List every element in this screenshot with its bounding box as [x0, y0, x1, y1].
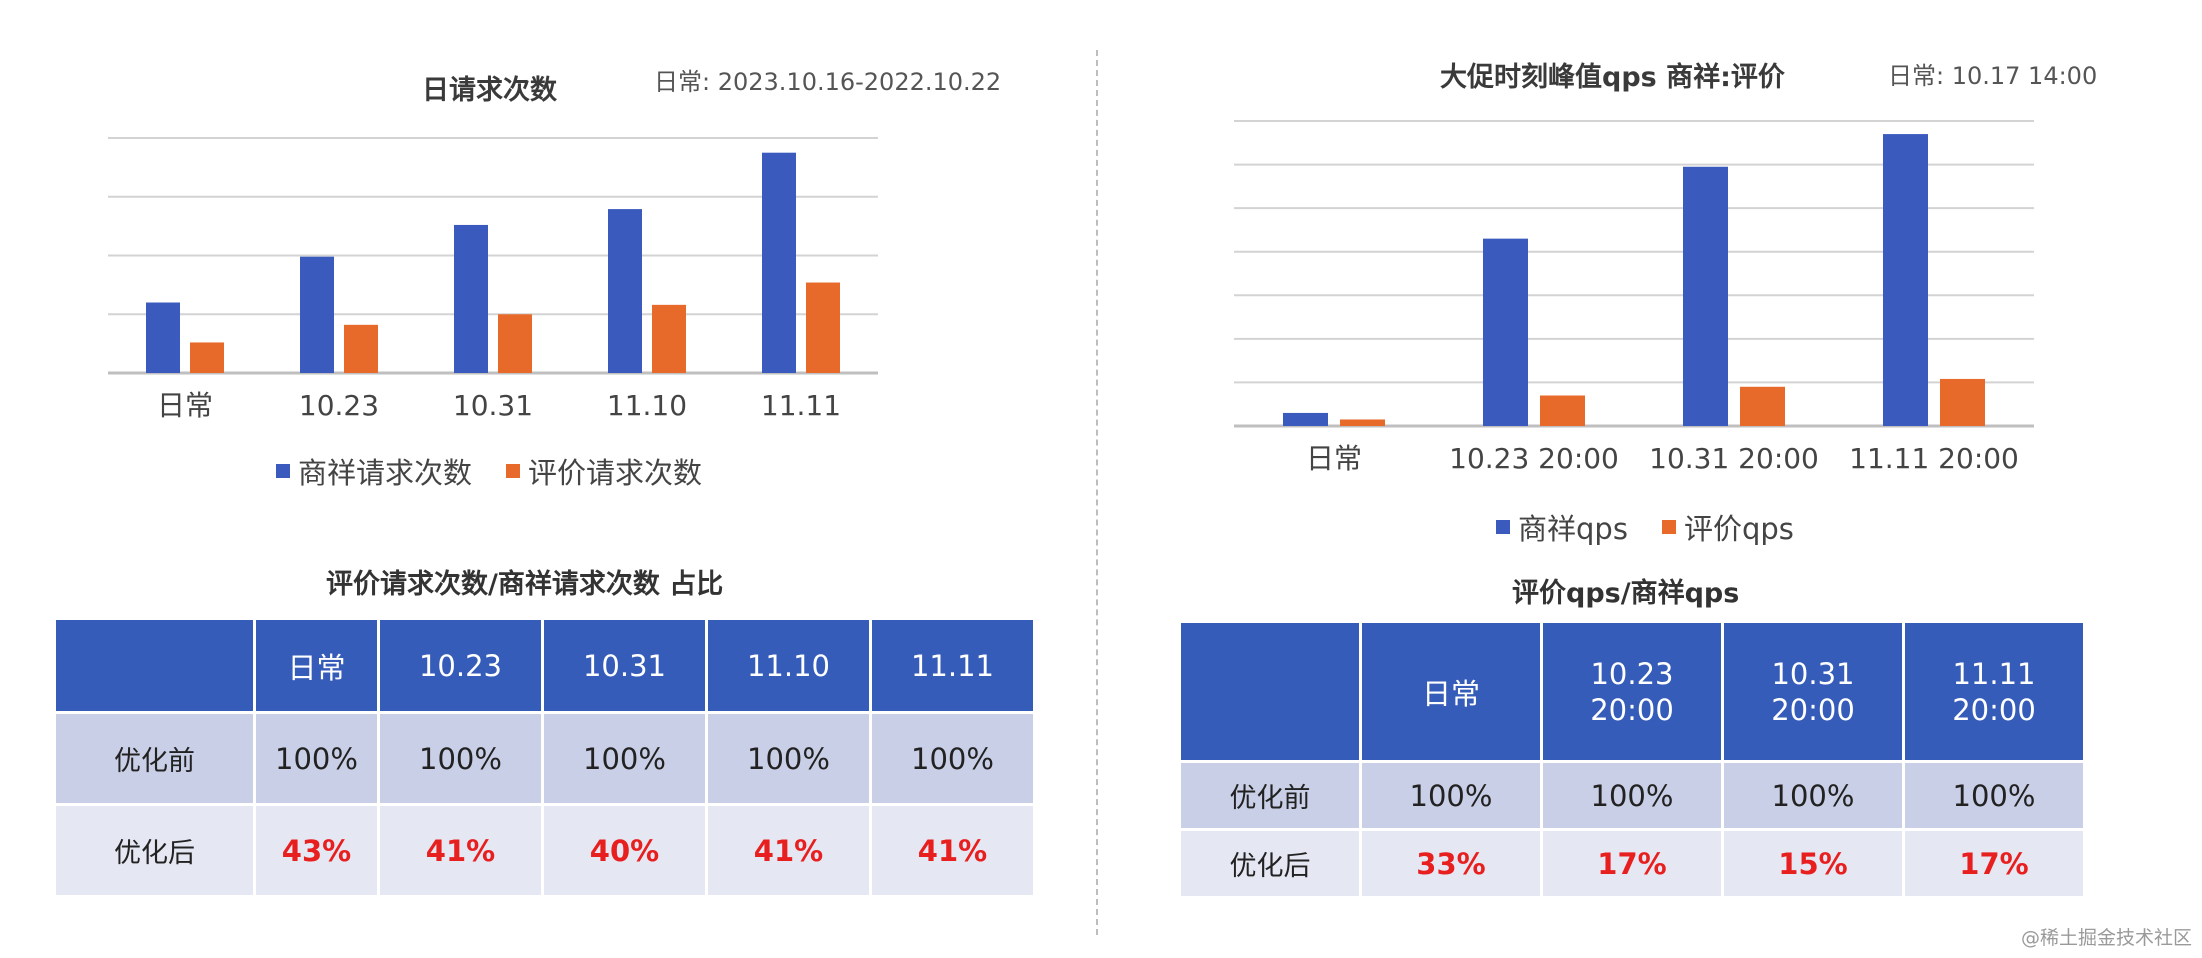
table-cell-highlight: 41% [869, 803, 1036, 898]
bar-series-2 [1540, 395, 1585, 426]
left-date-note: 日常: 2023.10.16-2022.10.22 [654, 68, 1002, 96]
x-tick-label: 11.11 [761, 389, 841, 422]
table-header-cell: 10.23 20:00 [1540, 620, 1724, 763]
table-cell: 100% [253, 711, 380, 806]
table-cell: 100% [1721, 760, 1905, 831]
table-cell-highlight: 15% [1721, 828, 1905, 899]
bar-series-2 [1740, 386, 1785, 426]
legend-item-merchant: 商祥请求次数 [276, 450, 472, 492]
bar-series-2 [1940, 378, 1985, 426]
right-bar-chart: 日常 10.23 20:00 10.31 20:00 11.11 20:00 [1234, 120, 2034, 475]
table-header-cell [1178, 620, 1362, 763]
x-tick-label: 10.23 [299, 389, 379, 422]
table-row: 优化前 100% 100% 100% 100% [1178, 760, 2086, 831]
legend-swatch-review-qps [1661, 520, 1676, 534]
table-header-cell: 10.23 [377, 617, 544, 714]
bar-series-2 [1340, 419, 1385, 426]
table-header-cell: 11.11 [869, 617, 1036, 714]
bar-series-2 [344, 324, 378, 373]
right-ratio-table: 日常 10.23 20:00 10.31 20:00 11.11 20:00 优… [1178, 620, 2086, 899]
bar-series-1 [1883, 134, 1928, 427]
table-cell-highlight: 40% [541, 803, 708, 898]
table-cell-highlight: 43% [253, 803, 380, 898]
table-header-cell: 11.11 20:00 [1902, 620, 2086, 763]
x-tick-label: 日常 [1306, 442, 1362, 475]
x-tick-label: 日常 [157, 389, 213, 422]
bar-series-2 [652, 304, 686, 373]
bar-series-1 [300, 256, 334, 373]
bar-series-1 [1683, 166, 1728, 426]
legend-label-merchant: 商祥请求次数 [298, 456, 473, 490]
left-bar-chart: 日常 10.23 10.31 11.10 11.11 [108, 137, 878, 422]
left-table-title: 评价请求次数/商祥请求次数 占比 [326, 569, 724, 600]
row-label: 优化后 [53, 803, 256, 898]
right-chart-title: 大促时刻峰值qps 商祥:评价 [1440, 62, 1785, 93]
table-header-cell: 10.31 [541, 617, 708, 714]
legend-swatch-review [506, 464, 521, 478]
table-row: 优化后 33% 17% 15% 17% [1178, 828, 2086, 899]
table-row: 优化前 100% 100% 100% 100% 100% [53, 711, 1036, 806]
bar-series-2 [498, 314, 532, 373]
bar-series-1 [1283, 412, 1328, 426]
table-cell-highlight: 17% [1540, 828, 1724, 899]
table-cell: 100% [541, 711, 708, 806]
table-cell: 100% [1902, 760, 2086, 831]
bar-series-1 [608, 209, 642, 373]
table-cell: 100% [377, 711, 544, 806]
legend-item-review: 评价请求次数 [506, 450, 702, 492]
watermark: @稀土掘金技术社区 [2020, 927, 2192, 949]
x-tick-label: 10.31 20:00 [1649, 442, 1819, 475]
x-tick-label: 11.11 20:00 [1849, 442, 2019, 475]
table-cell-highlight: 33% [1359, 828, 1543, 899]
legend-label-review: 评价请求次数 [528, 456, 703, 490]
table-cell: 100% [705, 711, 872, 806]
bar-series-1 [762, 152, 796, 373]
right-legend: 商祥qps 评价qps [1496, 506, 1794, 548]
bar-series-2 [190, 342, 224, 373]
row-label: 优化后 [1178, 828, 1362, 899]
x-tick-label: 10.31 [453, 389, 533, 422]
right-table-title: 评价qps/商祥qps [1512, 578, 1740, 609]
right-date-note: 日常: 10.17 14:00 [1888, 62, 2098, 90]
table-cell-highlight: 17% [1902, 828, 2086, 899]
left-chart-title: 日请求次数 [422, 75, 557, 106]
legend-item-merchant-qps: 商祥qps [1496, 506, 1628, 548]
legend-item-review-qps: 评价qps [1661, 506, 1794, 548]
table-header-cell: 日常 [1359, 620, 1543, 763]
table-header-cell [53, 617, 256, 714]
row-label: 优化前 [1178, 760, 1362, 831]
bar-series-2 [806, 282, 840, 373]
table-header-cell: 11.10 [705, 617, 872, 714]
table-cell: 100% [869, 711, 1036, 806]
bar-series-1 [146, 302, 180, 373]
legend-label-review-qps: 评价qps [1683, 512, 1794, 546]
bar-series-1 [1483, 238, 1528, 426]
table-cell-highlight: 41% [705, 803, 872, 898]
table-row: 优化后 43% 41% 40% 41% 41% [53, 803, 1036, 898]
legend-label-merchant-qps: 商祥qps [1518, 512, 1628, 546]
table-header-cell: 10.31 20:00 [1721, 620, 1905, 763]
center-divider [1096, 50, 1098, 935]
left-ratio-table: 日常 10.23 10.31 11.10 11.11 优化前 100% 100%… [53, 617, 1036, 898]
table-header-cell: 日常 [253, 617, 380, 714]
table-header-row: 日常 10.23 10.31 11.10 11.11 [53, 617, 1036, 714]
bar-series-1 [454, 224, 488, 373]
legend-swatch-merchant [276, 464, 290, 478]
table-header-row: 日常 10.23 20:00 10.31 20:00 11.11 20:00 [1178, 620, 2086, 763]
x-tick-label: 11.10 [607, 389, 687, 422]
table-cell-highlight: 41% [377, 803, 544, 898]
table-cell: 100% [1540, 760, 1724, 831]
legend-swatch-merchant-qps [1496, 520, 1510, 534]
left-legend: 商祥请求次数 评价请求次数 [276, 450, 702, 492]
table-cell: 100% [1359, 760, 1543, 831]
x-tick-label: 10.23 20:00 [1449, 442, 1619, 475]
row-label: 优化前 [53, 711, 256, 806]
